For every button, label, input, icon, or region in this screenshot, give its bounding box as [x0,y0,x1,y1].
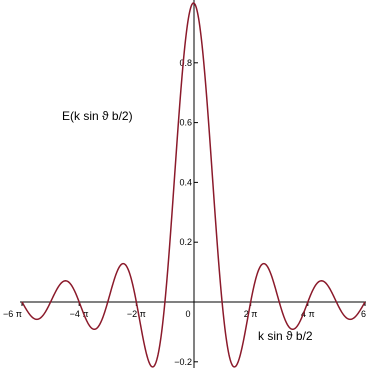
y-tick-label: −0.2 [174,357,192,367]
y-tick-label: 0.4 [179,177,192,187]
series-line [21,2,366,368]
x-axis-label: k sin ϑ b/2 [258,329,313,343]
x-tick-label: 2 π [244,309,258,319]
x-tick-label: 4 π [301,309,315,319]
y-tick-label: 0.8 [179,58,192,68]
y-tick-label: 0.6 [179,118,192,128]
ticks: −6 π −4 π −2 π 0 2 π 4 π 6 −0.2 0.2 0.4 0.6 0.8 [3,58,366,367]
x-tick-label: 6 [361,309,366,319]
x-tick-label: 0 [185,309,190,319]
x-tick-label: −2 π [127,309,146,319]
x-tick-label: −6 π [3,309,22,319]
y-axis-label: E(k sin ϑ b/2) [62,109,133,123]
x-tick-label: −4 π [70,309,89,319]
y-tick-label: 0.2 [179,237,192,247]
